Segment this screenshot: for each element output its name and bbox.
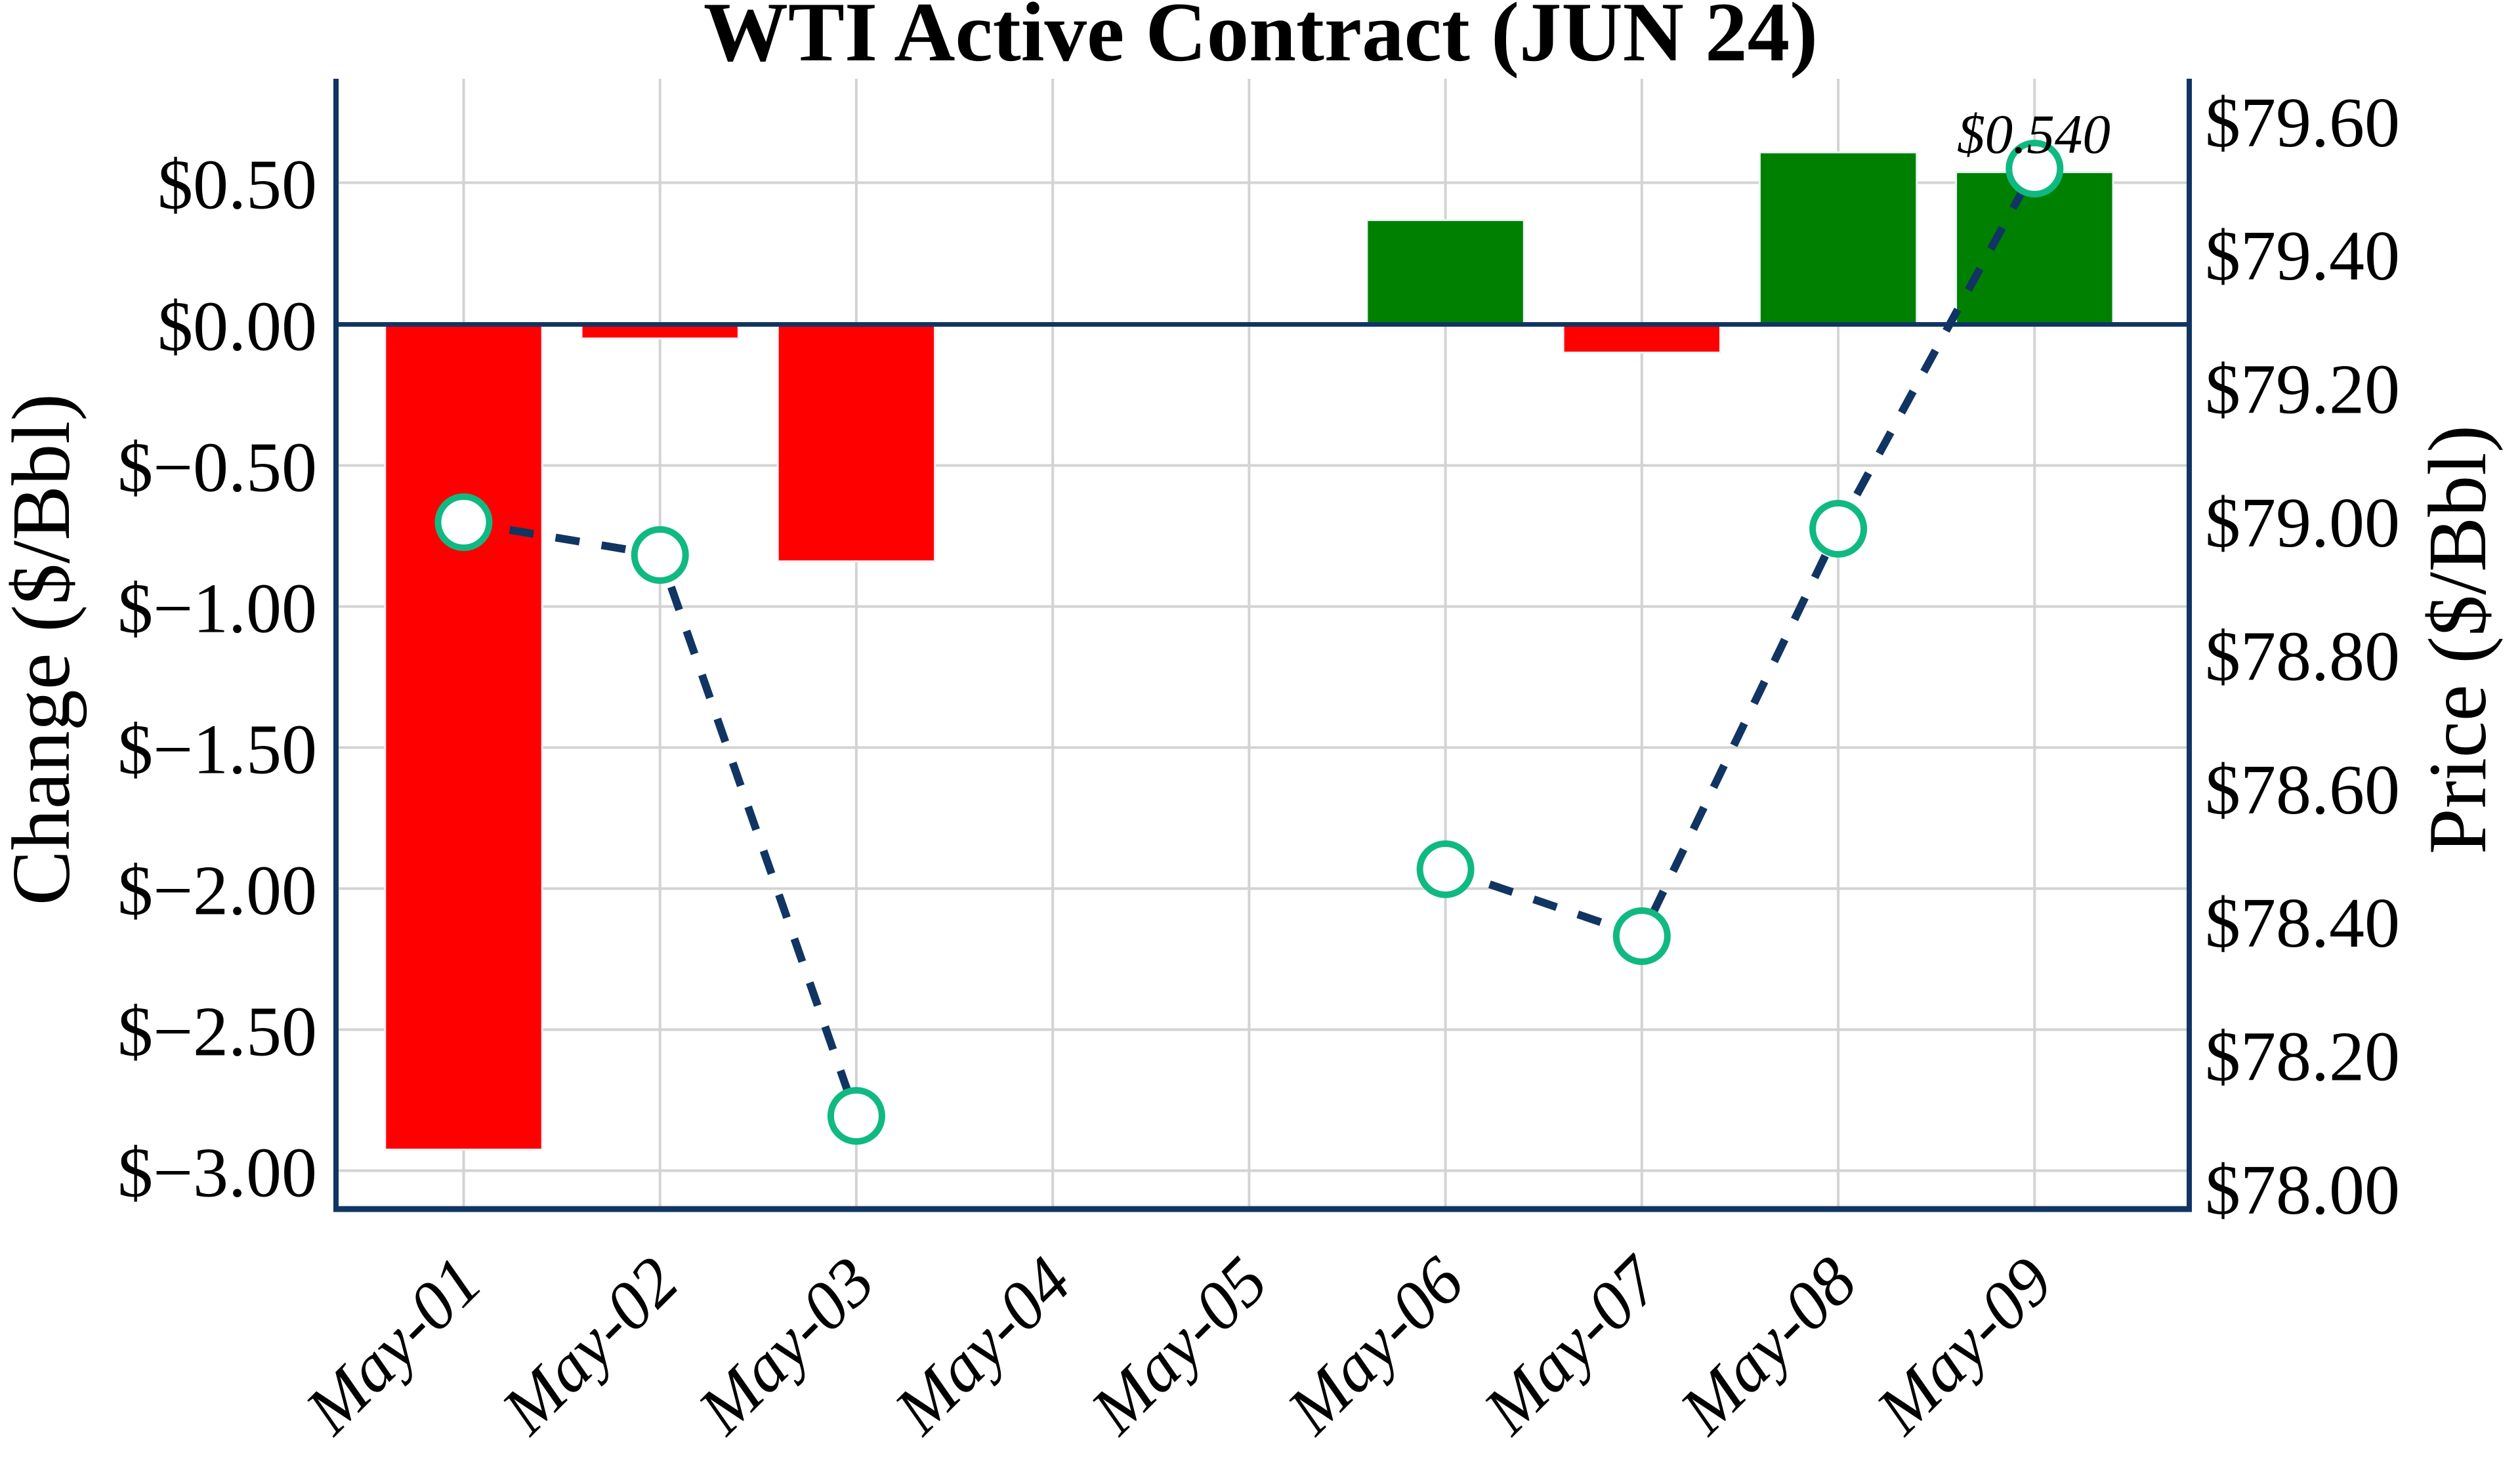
svg-text:$79.20: $79.20 [2205, 351, 2400, 429]
svg-text:$−1.50: $−1.50 [117, 711, 317, 789]
svg-text:$0.00: $0.00 [158, 288, 317, 366]
svg-text:$78.20: $78.20 [2205, 1018, 2400, 1096]
svg-text:$78.00: $78.00 [2205, 1151, 2400, 1229]
svg-text:$79.00: $79.00 [2205, 484, 2400, 562]
svg-text:Change ($/Bbl): Change ($/Bbl) [0, 394, 87, 905]
svg-text:$−1.00: $−1.00 [117, 570, 317, 648]
svg-text:$79.40: $79.40 [2205, 217, 2400, 295]
svg-text:$0.540: $0.540 [1957, 104, 2110, 165]
svg-text:$−2.00: $−2.00 [117, 852, 317, 930]
svg-text:$78.60: $78.60 [2205, 751, 2400, 829]
svg-text:$78.40: $78.40 [2205, 884, 2400, 962]
svg-text:Price ($/Bbl): Price ($/Bbl) [2412, 425, 2504, 854]
svg-text:$78.80: $78.80 [2205, 617, 2400, 695]
svg-text:WTI Active Contract (JUN 24): WTI Active Contract (JUN 24) [704, 0, 1818, 79]
svg-text:$0.50: $0.50 [158, 146, 317, 224]
svg-text:$−3.00: $−3.00 [117, 1134, 317, 1212]
svg-text:$79.60: $79.60 [2205, 84, 2400, 162]
svg-text:$−0.50: $−0.50 [117, 429, 317, 507]
svg-text:$−2.50: $−2.50 [117, 993, 317, 1071]
